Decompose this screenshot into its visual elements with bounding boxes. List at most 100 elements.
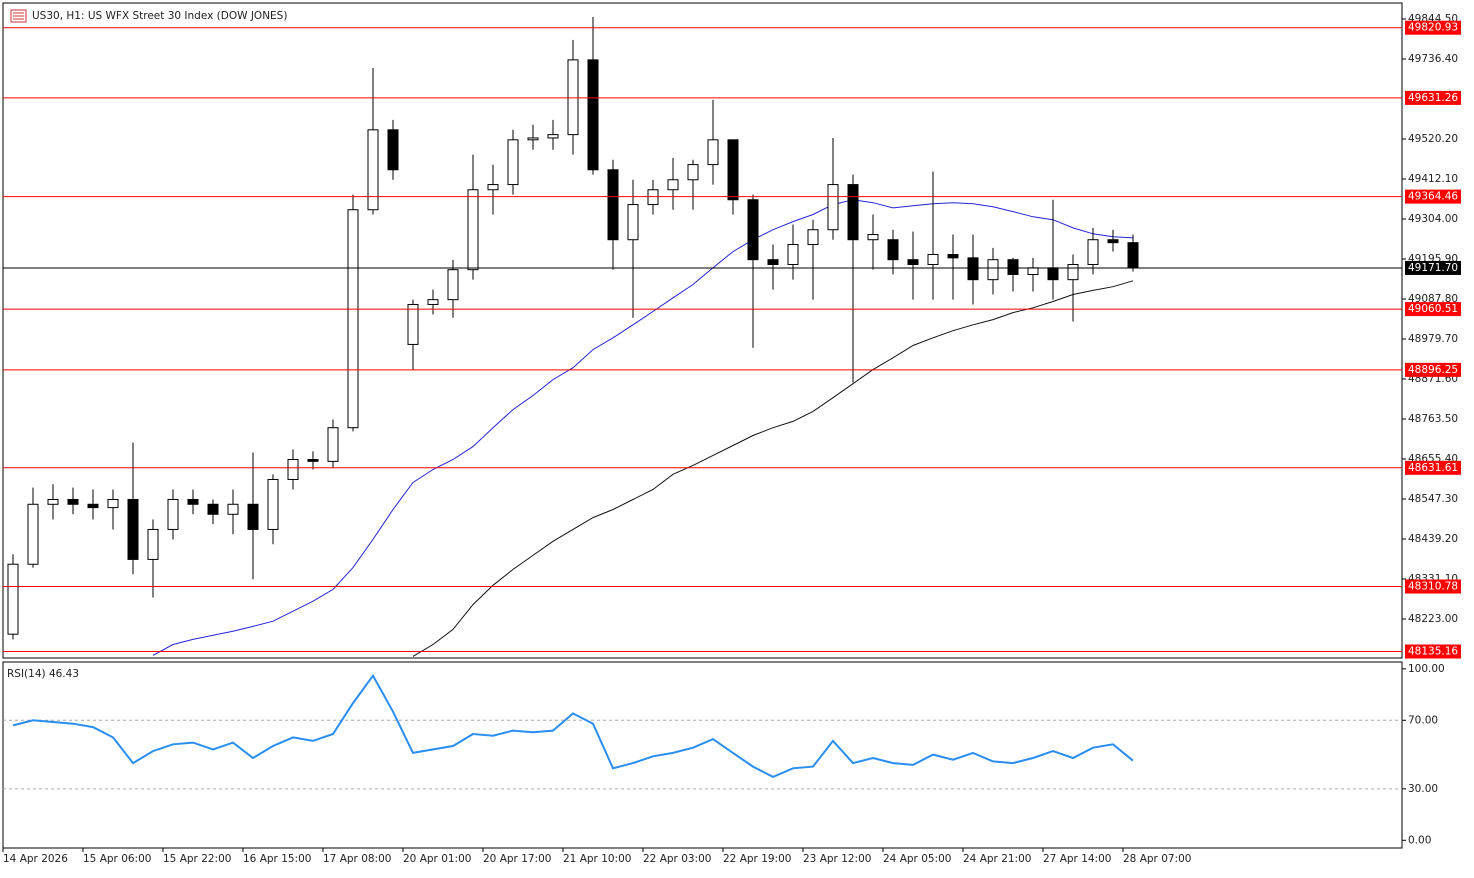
level-label: 49364.46 xyxy=(1408,191,1458,203)
candle-body xyxy=(487,184,499,191)
y-tick-label: 49412.10 xyxy=(1408,173,1458,185)
x-tick-label: 20 Apr 01:00 xyxy=(403,853,471,865)
x-tick-label: 15 Apr 22:00 xyxy=(163,853,231,865)
candle-body xyxy=(447,269,459,301)
level-label: 48896.25 xyxy=(1408,364,1458,376)
y-tick-label: 100.00 xyxy=(1408,663,1445,675)
candle-body xyxy=(807,229,819,246)
candle-body xyxy=(287,459,299,480)
x-tick-label: 22 Apr 19:00 xyxy=(723,853,791,865)
candle-body xyxy=(767,259,779,266)
moving-average xyxy=(412,280,1134,657)
candle-body xyxy=(507,139,519,186)
candle-body xyxy=(307,459,319,462)
candle-body xyxy=(707,139,719,166)
y-tick-label: 48547.30 xyxy=(1408,493,1458,505)
level-label-box xyxy=(1405,579,1461,594)
candle-body xyxy=(647,189,659,206)
level-label: 48631.61 xyxy=(1408,462,1458,474)
candle-body xyxy=(1107,239,1119,244)
y-tick-label: 48439.20 xyxy=(1408,533,1458,545)
candle-body xyxy=(187,498,199,505)
candle-body xyxy=(107,498,119,509)
level-label: 48310.78 xyxy=(1408,581,1458,593)
y-tick-label: 48223.00 xyxy=(1408,613,1458,625)
y-tick-label: 49520.20 xyxy=(1408,133,1458,145)
candle-body xyxy=(227,503,239,515)
last-price-box xyxy=(1405,260,1461,275)
candle-body xyxy=(127,498,139,560)
price-panel xyxy=(2,2,1403,659)
level-label-box xyxy=(1405,20,1461,35)
y-tick-label: 48763.50 xyxy=(1408,413,1458,425)
moving-average xyxy=(152,199,1134,656)
candle-body xyxy=(327,427,339,462)
level-label-box xyxy=(1405,90,1461,105)
x-tick-label: 17 Apr 08:00 xyxy=(323,853,391,865)
candle-body xyxy=(587,59,599,171)
chart-title: US30, H1: US WFX Street 30 Index (DOW JO… xyxy=(32,10,287,22)
level-label: 49820.93 xyxy=(1408,22,1458,34)
x-tick-label: 22 Apr 03:00 xyxy=(643,853,711,865)
rsi-title: RSI(14) 46.43 xyxy=(7,668,79,680)
candle-body xyxy=(1007,259,1019,275)
x-tick-label: 27 Apr 14:00 xyxy=(1043,853,1111,865)
candle-body xyxy=(387,129,399,171)
candle-body xyxy=(547,134,559,139)
candle-body xyxy=(847,184,859,241)
x-tick-label: 14 Apr 2026 xyxy=(3,853,68,865)
level-label: 49060.51 xyxy=(1408,303,1458,315)
x-tick-label: 28 Apr 07:00 xyxy=(1123,853,1191,865)
y-tick-label: 48979.70 xyxy=(1408,333,1458,345)
x-tick-label: 23 Apr 12:00 xyxy=(803,853,871,865)
candle-body xyxy=(267,478,279,530)
last-price-label: 49171.70 xyxy=(1408,262,1458,274)
y-tick-label: 0.00 xyxy=(1408,834,1431,846)
candle-body xyxy=(1127,242,1139,269)
candle-body xyxy=(747,199,759,261)
y-tick-label: 49087.80 xyxy=(1408,293,1458,305)
candle-body xyxy=(147,528,159,560)
x-tick-label: 24 Apr 05:00 xyxy=(883,853,951,865)
candle-body xyxy=(667,179,679,191)
candle-body xyxy=(907,259,919,266)
candle-body xyxy=(167,498,179,530)
candle-body xyxy=(47,498,59,505)
level-label-box xyxy=(1405,189,1461,204)
candle-body xyxy=(787,244,799,266)
level-label-box xyxy=(1405,644,1461,659)
candle-body xyxy=(367,129,379,211)
candle-body xyxy=(927,254,939,266)
level-label-box xyxy=(1405,362,1461,377)
rsi-panel xyxy=(2,661,1403,849)
x-tick-label: 16 Apr 15:00 xyxy=(243,853,311,865)
x-tick-label: 20 Apr 17:00 xyxy=(483,853,551,865)
candle-body xyxy=(1087,239,1099,266)
rsi-line xyxy=(12,673,1134,779)
candle-body xyxy=(947,254,959,259)
y-tick-label: 49736.40 xyxy=(1408,53,1458,65)
x-tick-label: 24 Apr 21:00 xyxy=(963,853,1031,865)
candle-body xyxy=(1027,267,1039,275)
y-tick-label: 30.00 xyxy=(1408,783,1438,795)
candle-body xyxy=(567,59,579,136)
level-label-box xyxy=(1405,460,1461,475)
candle-body xyxy=(867,234,879,241)
candle-body xyxy=(967,257,979,281)
candle-body xyxy=(427,299,439,305)
candle-body xyxy=(87,503,99,509)
candle-body xyxy=(607,169,619,241)
candle-body xyxy=(67,498,79,505)
candle-body xyxy=(7,563,19,635)
level-label-box xyxy=(1405,302,1461,317)
level-label: 49631.26 xyxy=(1408,92,1458,104)
candle-body xyxy=(1067,264,1079,281)
candle-body xyxy=(887,239,899,261)
candle-body xyxy=(627,204,639,241)
candle-body xyxy=(527,137,539,141)
candle-body xyxy=(827,184,839,231)
candle-body xyxy=(347,209,359,429)
x-tick-label: 21 Apr 10:00 xyxy=(563,853,631,865)
candle-body xyxy=(27,503,39,565)
